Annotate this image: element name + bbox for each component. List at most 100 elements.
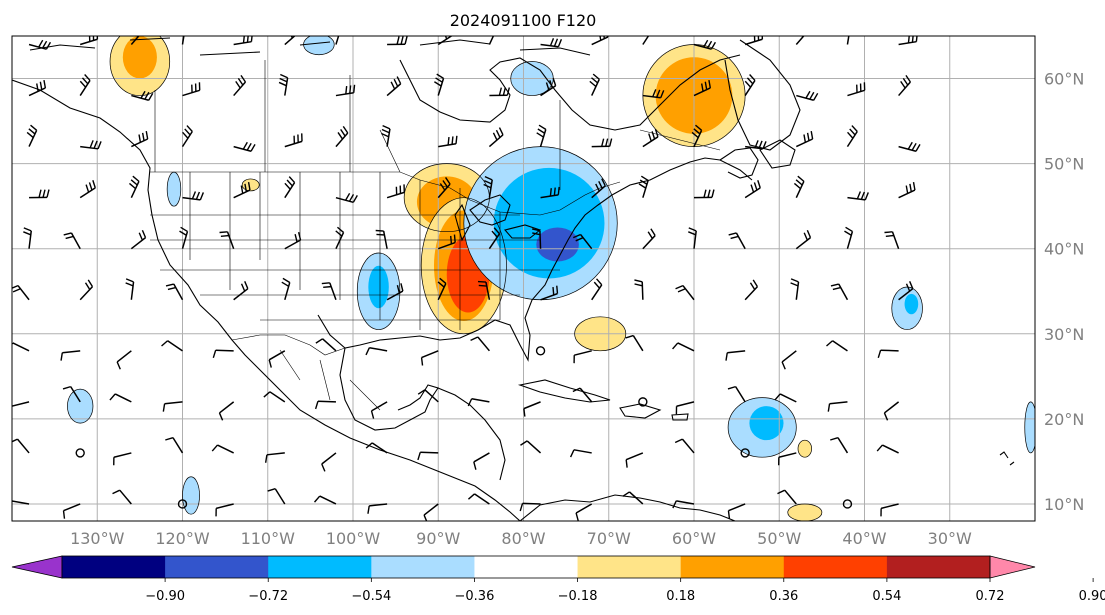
wind-barb: [898, 182, 916, 199]
wind-barb: [131, 131, 149, 148]
newfoundland: [759, 139, 796, 169]
contour-outline: [403, 163, 490, 233]
wind-barb: [233, 281, 249, 301]
anomaly-region-pos1: [798, 440, 812, 458]
latitude-labels: 60°N 50°N 40°N 30°N 20°N 10°N: [1044, 70, 1084, 514]
wind-barb: [75, 448, 85, 458]
wind-barb: [434, 73, 445, 96]
wind-barb: [215, 503, 234, 517]
wind-barb: [109, 393, 132, 403]
wind-barb: [634, 279, 644, 300]
wind-barb: [727, 385, 746, 403]
wind-barb: [473, 452, 490, 470]
mexico-yucatan-coastline: [339, 347, 439, 431]
wind-barb: [672, 342, 695, 352]
wind-barb: [691, 124, 703, 147]
contour-outline: [797, 439, 812, 458]
greenland-coastline: [724, 39, 801, 151]
wind-barb: [642, 36, 650, 45]
wind-barb: [438, 135, 458, 148]
wind-barb: [12, 401, 30, 415]
arctic-islands: [29, 37, 591, 56]
wind-barb: [883, 401, 900, 421]
wind-barb: [212, 349, 234, 359]
wind-barb: [642, 128, 659, 148]
wind-barb: [12, 438, 30, 454]
wind-barb: [777, 452, 797, 466]
lon-label: 90°W: [416, 529, 460, 548]
colorbar-segment: [474, 556, 579, 578]
colorbar-tick-label: −0.18: [558, 589, 598, 604]
wind-barb: [523, 401, 541, 417]
wind-barb: [284, 36, 296, 46]
wind-barb: [842, 499, 853, 509]
wind-barb: [591, 278, 603, 301]
wind-barb: [846, 125, 858, 148]
wind-barb: [531, 228, 542, 249]
lon-label: 110°W: [241, 529, 296, 548]
wind-barb: [233, 141, 256, 152]
wind-barb: [437, 277, 447, 301]
wind-barb: [314, 400, 336, 410]
colorbar-segment: [268, 556, 372, 578]
lon-label: 80°W: [501, 529, 545, 548]
wind-barb: [877, 349, 899, 359]
wind-barb: [112, 489, 132, 505]
wind-barb: [467, 493, 490, 505]
contour-outline: [303, 36, 335, 56]
colorbar-extend-high: [989, 555, 1036, 579]
lon-label: 100°W: [326, 529, 381, 548]
wind-barb: [386, 76, 402, 97]
colorbar-extend-low: [11, 555, 63, 579]
wind-barb: [267, 488, 286, 505]
wind-barb: [60, 350, 81, 361]
anomaly-region-neg2: [368, 265, 389, 309]
colorbar-tick-label: 0.36: [769, 589, 798, 604]
wind-barb: [688, 227, 697, 249]
wind-barb: [642, 89, 665, 99]
contour-outline: [1024, 401, 1035, 454]
wind-barb: [675, 284, 695, 301]
wind-barb: [182, 191, 205, 201]
colorbar-segment: [371, 556, 475, 578]
anomaly-region-neg2: [493, 167, 605, 279]
wind-barb: [830, 283, 849, 301]
wind-barb: [795, 36, 805, 46]
wind-barb: [540, 285, 559, 301]
contour-outline: [109, 36, 171, 96]
wind-barb: [847, 82, 866, 97]
wind-barb: [483, 175, 493, 198]
wind-barb: [573, 350, 592, 364]
wind-barb: [177, 499, 188, 509]
wind-barb: [884, 231, 900, 249]
wind-barb: [26, 124, 38, 147]
wind-barb: [12, 500, 30, 505]
wind-barb: [130, 36, 140, 46]
wind-barb: [181, 36, 185, 45]
wind-barb: [488, 227, 501, 250]
wind-barb: [693, 79, 712, 97]
wind-barb: [437, 177, 451, 199]
wind-barb: [113, 452, 132, 466]
wind-barb: [29, 189, 50, 199]
contour-outline: [727, 397, 797, 458]
wind-barb: [62, 385, 81, 403]
map-title: 2024091100 F120: [450, 11, 597, 30]
wind-barb: [313, 495, 337, 505]
wind-barb: [898, 74, 911, 97]
wind-barb: [125, 278, 135, 300]
wind-barb: [693, 39, 716, 50]
us-mexico-border: [231, 334, 346, 356]
wind-barb: [488, 127, 504, 148]
wind-barb: [727, 503, 746, 519]
wind-barb: [540, 38, 563, 48]
contour-outline: [574, 316, 627, 352]
lon-label: 50°W: [757, 529, 801, 548]
wind-barb: [740, 448, 750, 458]
wind-barb: [181, 125, 193, 148]
wind-barb: [284, 232, 302, 250]
wind-barb: [795, 131, 814, 148]
wind-barb: [165, 283, 184, 301]
wind-barb: [744, 74, 756, 96]
lon-label: 70°W: [587, 529, 631, 548]
